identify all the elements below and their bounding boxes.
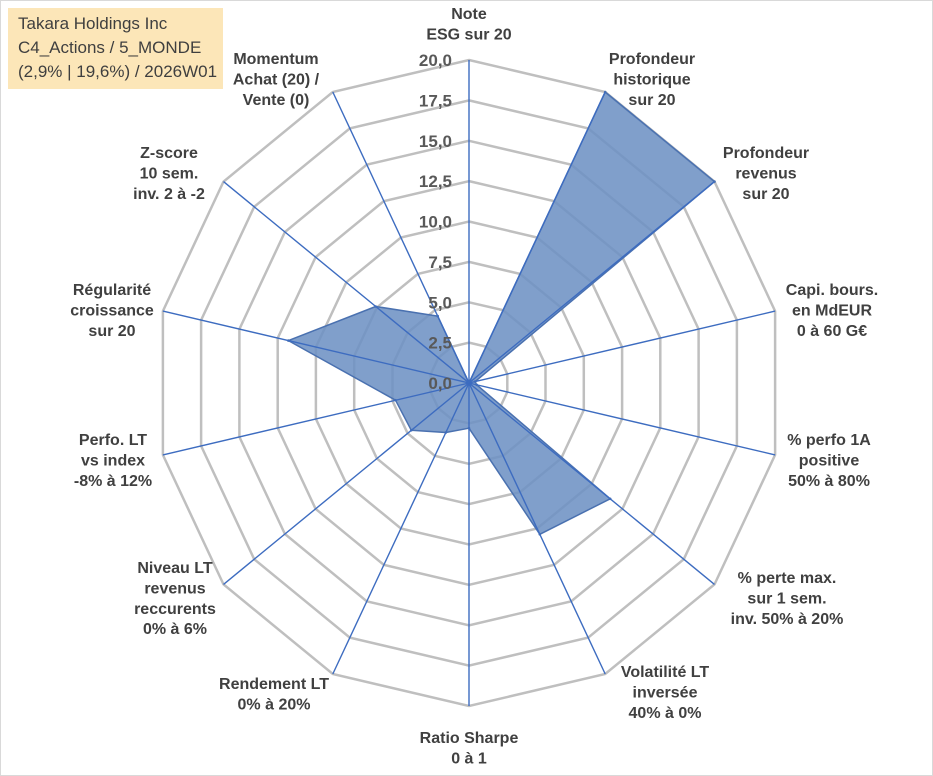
axis-label-line: Profondeur xyxy=(609,51,695,68)
axis-label-line: Capi. bours. xyxy=(786,282,878,299)
axis-label-line: 50% à 80% xyxy=(788,473,870,490)
axis-label: Rendement LT 0% à 20% xyxy=(219,676,329,713)
tick-label: 15,0 xyxy=(419,132,452,151)
axis-label: Profondeur revenus sur 20 xyxy=(723,145,809,203)
axis-label-line: sur 1 sem. xyxy=(747,590,826,607)
axis-label-line: 40% à 0% xyxy=(629,705,702,722)
axis-label-line: Z-score xyxy=(140,145,198,162)
axis-label: Capi. bours. en MdEUR 0 à 60 G€ xyxy=(786,282,878,340)
axis-label-line: ESG sur 20 xyxy=(426,26,511,43)
axis-label-line: inversée xyxy=(633,684,698,701)
axis-spoke xyxy=(468,181,715,384)
axis-label-line: Régularité xyxy=(73,282,151,299)
axis-spoke xyxy=(468,91,606,384)
axis-spoke xyxy=(332,382,470,675)
axis-label-line: inv. 50% à 20% xyxy=(731,611,844,628)
chart-subtitle-line-1: C4_Actions / 5_MONDE xyxy=(18,38,202,57)
axis-spokes xyxy=(162,60,776,706)
tick-label: 2,5 xyxy=(428,334,452,353)
axis-spoke xyxy=(332,91,470,384)
chart-subtitle-line-2: (2,9% | 19,6%) / 2026W01 xyxy=(18,62,218,81)
axis-label-line: sur 20 xyxy=(628,92,675,109)
axis-label-line: -8% à 12% xyxy=(74,473,152,490)
axis-label: Régularité croissance sur 20 xyxy=(70,282,154,340)
axis-label-line: 0 à 1 xyxy=(451,750,487,767)
axis-label: Niveau LT revenus reccurents 0% à 6% xyxy=(134,560,216,638)
axis-label-line: positive xyxy=(799,452,860,469)
axis-spoke xyxy=(468,382,715,585)
axis-label-line: 0% à 6% xyxy=(143,621,207,638)
axis-label-line: Profondeur xyxy=(723,145,809,162)
axis-label-line: en MdEUR xyxy=(792,302,872,319)
axis-label: % perte max. sur 1 sem. inv. 50% à 20% xyxy=(731,570,844,628)
value-axis-ticks: 0,0 2,5 5,0 7,5 10,0 12,5 15,0 17,5 20,0 xyxy=(419,51,452,393)
tick-label: 10,0 xyxy=(419,213,452,232)
chart-title: Takara Holdings Inc xyxy=(18,14,168,33)
axis-label: Note ESG sur 20 xyxy=(426,6,511,43)
axis-label: Volatilité LT inversée 40% à 0% xyxy=(621,664,710,722)
axis-labels: Note ESG sur 20 Profondeur historique sur 20… xyxy=(70,6,878,767)
axis-label-line: vs index xyxy=(81,452,145,469)
axis-label-line: 0 à 60 G€ xyxy=(797,323,867,340)
chart-title-box: Takara Holdings Inc C4_Actions / 5_MONDE… xyxy=(8,8,223,89)
axis-spoke xyxy=(468,382,606,675)
tick-label: 5,0 xyxy=(428,293,452,312)
axis-label-line: Niveau LT xyxy=(137,560,213,577)
axis-label-line: Rendement LT xyxy=(219,676,329,693)
axis-spoke xyxy=(468,382,776,456)
axis-label-line: 10 sem. xyxy=(140,165,199,182)
axis-spoke xyxy=(162,382,470,456)
axis-label: Z-score 10 sem. inv. 2 à -2 xyxy=(133,145,205,203)
axis-label: Perfo. LT vs index -8% à 12% xyxy=(74,432,152,490)
tick-label: 7,5 xyxy=(428,253,452,272)
axis-label-line: sur 20 xyxy=(88,323,135,340)
tick-label: 17,5 xyxy=(419,91,452,110)
axis-label-line: Vente (0) xyxy=(243,92,310,109)
axis-label: Ratio Sharpe 0 à 1 xyxy=(420,730,519,767)
axis-label-line: Achat (20) / xyxy=(233,71,320,88)
axis-label-line: 0% à 20% xyxy=(238,696,311,713)
axis-label-line: reccurents xyxy=(134,601,216,618)
axis-spoke xyxy=(162,310,470,384)
axis-label: Momentum Achat (20) / Vente (0) xyxy=(233,51,320,109)
axis-label: % perfo 1A positive 50% à 80% xyxy=(787,432,871,490)
axis-label-line: croissance xyxy=(70,302,154,319)
axis-label-line: Momentum xyxy=(233,51,318,68)
axis-label-line: Note xyxy=(451,6,487,23)
axis-label-line: inv. 2 à -2 xyxy=(133,186,205,203)
axis-label-line: sur 20 xyxy=(742,186,789,203)
axis-spoke xyxy=(223,181,470,384)
axis-label-line: revenus xyxy=(735,165,796,182)
tick-label: 12,5 xyxy=(419,172,452,191)
axis-label-line: revenus xyxy=(144,580,205,597)
axis-label-line: Perfo. LT xyxy=(79,432,147,449)
tick-label: 20,0 xyxy=(419,51,452,70)
axis-label-line: Ratio Sharpe xyxy=(420,730,519,747)
axis-label-line: % perte max. xyxy=(738,570,837,587)
axis-label: Profondeur historique sur 20 xyxy=(609,51,695,109)
axis-label-line: historique xyxy=(613,71,690,88)
axis-spoke xyxy=(223,382,470,585)
axis-label-line: Volatilité LT xyxy=(621,664,710,681)
axis-spoke xyxy=(468,310,776,384)
axis-label-line: % perfo 1A xyxy=(787,432,871,449)
tick-label: 0,0 xyxy=(428,374,452,393)
